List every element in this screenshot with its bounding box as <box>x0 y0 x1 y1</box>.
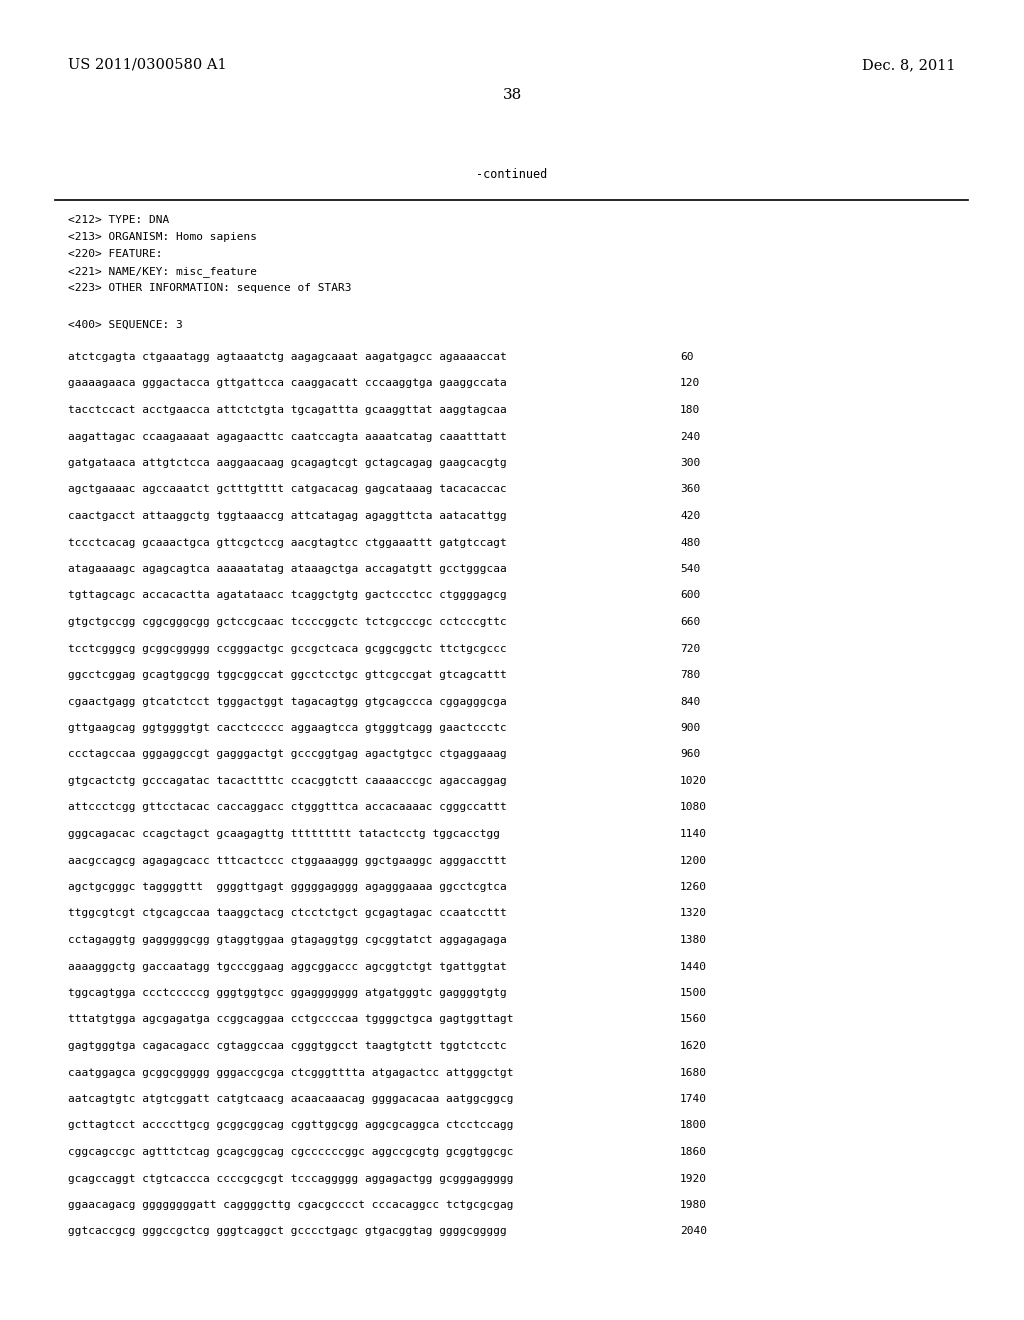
Text: 480: 480 <box>680 537 700 548</box>
Text: cgaactgagg gtcatctcct tgggactggt tagacagtgg gtgcagccca cggagggcga: cgaactgagg gtcatctcct tgggactggt tagacag… <box>68 697 507 706</box>
Text: 1200: 1200 <box>680 855 707 866</box>
Text: ggcctcggag gcagtggcgg tggcggccat ggcctcctgc gttcgccgat gtcagcattt: ggcctcggag gcagtggcgg tggcggccat ggcctcc… <box>68 671 507 680</box>
Text: gcttagtcct accccttgcg gcggcggcag cggttggcgg aggcgcaggca ctcctccagg: gcttagtcct accccttgcg gcggcggcag cggttgg… <box>68 1121 513 1130</box>
Text: caactgacct attaaggctg tggtaaaccg attcatagag agaggttcta aatacattgg: caactgacct attaaggctg tggtaaaccg attcata… <box>68 511 507 521</box>
Text: gttgaagcag ggtggggtgt cacctccccc aggaagtcca gtgggtcagg gaactccctc: gttgaagcag ggtggggtgt cacctccccc aggaagt… <box>68 723 507 733</box>
Text: gggcagacac ccagctagct gcaagagttg ttttttttt tatactcctg tggcacctgg: gggcagacac ccagctagct gcaagagttg ttttttt… <box>68 829 500 840</box>
Text: 1620: 1620 <box>680 1041 707 1051</box>
Text: aatcagtgtc atgtcggatt catgtcaacg acaacaaacag ggggacacaa aatggcggcg: aatcagtgtc atgtcggatt catgtcaacg acaacaa… <box>68 1094 513 1104</box>
Text: 120: 120 <box>680 379 700 388</box>
Text: 600: 600 <box>680 590 700 601</box>
Text: 780: 780 <box>680 671 700 680</box>
Text: gcagccaggt ctgtcaccca ccccgcgcgt tcccaggggg aggagactgg gcgggaggggg: gcagccaggt ctgtcaccca ccccgcgcgt tcccagg… <box>68 1173 513 1184</box>
Text: 1800: 1800 <box>680 1121 707 1130</box>
Text: tacctccact acctgaacca attctctgta tgcagattta gcaaggttat aaggtagcaa: tacctccact acctgaacca attctctgta tgcagat… <box>68 405 507 414</box>
Text: cggcagccgc agtttctcag gcagcggcag cgccccccggc aggccgcgtg gcggtggcgc: cggcagccgc agtttctcag gcagcggcag cgccccc… <box>68 1147 513 1158</box>
Text: 1980: 1980 <box>680 1200 707 1210</box>
Text: 2040: 2040 <box>680 1226 707 1237</box>
Text: caatggagca gcggcggggg gggaccgcga ctcgggtttta atgagactcc attgggctgt: caatggagca gcggcggggg gggaccgcga ctcgggt… <box>68 1068 513 1077</box>
Text: 1260: 1260 <box>680 882 707 892</box>
Text: 840: 840 <box>680 697 700 706</box>
Text: 1860: 1860 <box>680 1147 707 1158</box>
Text: ggtcaccgcg gggccgctcg gggtcaggct gcccctgagc gtgacggtag ggggcggggg: ggtcaccgcg gggccgctcg gggtcaggct gcccctg… <box>68 1226 507 1237</box>
Text: <220> FEATURE:: <220> FEATURE: <box>68 249 163 259</box>
Text: 300: 300 <box>680 458 700 469</box>
Text: 1740: 1740 <box>680 1094 707 1104</box>
Text: <213> ORGANISM: Homo sapiens: <213> ORGANISM: Homo sapiens <box>68 232 257 242</box>
Text: US 2011/0300580 A1: US 2011/0300580 A1 <box>68 58 226 73</box>
Text: 1020: 1020 <box>680 776 707 785</box>
Text: 1140: 1140 <box>680 829 707 840</box>
Text: atagaaaagc agagcagtca aaaaatatag ataaagctga accagatgtt gcctgggcaa: atagaaaagc agagcagtca aaaaatatag ataaagc… <box>68 564 507 574</box>
Text: <400> SEQUENCE: 3: <400> SEQUENCE: 3 <box>68 319 182 330</box>
Text: 1320: 1320 <box>680 908 707 919</box>
Text: 420: 420 <box>680 511 700 521</box>
Text: gaaaagaaca gggactacca gttgattcca caaggacatt cccaaggtga gaaggccata: gaaaagaaca gggactacca gttgattcca caaggac… <box>68 379 507 388</box>
Text: 38: 38 <box>503 88 521 102</box>
Text: 720: 720 <box>680 644 700 653</box>
Text: <212> TYPE: DNA: <212> TYPE: DNA <box>68 215 169 224</box>
Text: aagattagac ccaagaaaat agagaacttc caatccagta aaaatcatag caaatttatt: aagattagac ccaagaaaat agagaacttc caatcca… <box>68 432 507 441</box>
Text: agctgaaaac agccaaatct gctttgtttt catgacacag gagcataaag tacacaccac: agctgaaaac agccaaatct gctttgtttt catgaca… <box>68 484 507 495</box>
Text: 360: 360 <box>680 484 700 495</box>
Text: Dec. 8, 2011: Dec. 8, 2011 <box>862 58 956 73</box>
Text: tgttagcagc accacactta agatataacc tcaggctgtg gactccctcc ctggggagcg: tgttagcagc accacactta agatataacc tcaggct… <box>68 590 507 601</box>
Text: ttggcgtcgt ctgcagccaa taaggctacg ctcctctgct gcgagtagac ccaatccttt: ttggcgtcgt ctgcagccaa taaggctacg ctcctct… <box>68 908 507 919</box>
Text: <221> NAME/KEY: misc_feature: <221> NAME/KEY: misc_feature <box>68 267 257 277</box>
Text: gtgctgccgg cggcgggcgg gctccgcaac tccccggctc tctcgcccgc cctcccgttc: gtgctgccgg cggcgggcgg gctccgcaac tccccgg… <box>68 616 507 627</box>
Text: tggcagtgga ccctcccccg gggtggtgcc ggaggggggg atgatgggtc gaggggtgtg: tggcagtgga ccctcccccg gggtggtgcc ggagggg… <box>68 987 507 998</box>
Text: gagtgggtga cagacagacc cgtaggccaa cgggtggcct taagtgtctt tggtctcctc: gagtgggtga cagacagacc cgtaggccaa cgggtgg… <box>68 1041 507 1051</box>
Text: 240: 240 <box>680 432 700 441</box>
Text: agctgcgggc taggggttt  ggggttgagt gggggagggg agagggaaaa ggcctcgtca: agctgcgggc taggggttt ggggttgagt gggggagg… <box>68 882 507 892</box>
Text: gatgataaca attgtctcca aaggaacaag gcagagtcgt gctagcagag gaagcacgtg: gatgataaca attgtctcca aaggaacaag gcagagt… <box>68 458 507 469</box>
Text: 1080: 1080 <box>680 803 707 813</box>
Text: -continued: -continued <box>476 168 548 181</box>
Text: 1440: 1440 <box>680 961 707 972</box>
Text: 60: 60 <box>680 352 693 362</box>
Text: 1500: 1500 <box>680 987 707 998</box>
Text: tttatgtgga agcgagatga ccggcaggaa cctgccccaa tggggctgca gagtggttagt: tttatgtgga agcgagatga ccggcaggaa cctgccc… <box>68 1015 513 1024</box>
Text: 660: 660 <box>680 616 700 627</box>
Text: 900: 900 <box>680 723 700 733</box>
Text: gtgcactctg gcccagatac tacacttttc ccacggtctt caaaacccgc agaccaggag: gtgcactctg gcccagatac tacacttttc ccacggt… <box>68 776 507 785</box>
Text: 180: 180 <box>680 405 700 414</box>
Text: 1680: 1680 <box>680 1068 707 1077</box>
Text: 540: 540 <box>680 564 700 574</box>
Text: aaaagggctg gaccaatagg tgcccggaag aggcggaccc agcggtctgt tgattggtat: aaaagggctg gaccaatagg tgcccggaag aggcgga… <box>68 961 507 972</box>
Text: tccctcacag gcaaactgca gttcgctccg aacgtagtcc ctggaaattt gatgtccagt: tccctcacag gcaaactgca gttcgctccg aacgtag… <box>68 537 507 548</box>
Text: attccctcgg gttcctacac caccaggacc ctgggtttca accacaaaac cgggccattt: attccctcgg gttcctacac caccaggacc ctgggtt… <box>68 803 507 813</box>
Text: ggaacagacg ggggggggatt caggggcttg cgacgcccct cccacaggcc tctgcgcgag: ggaacagacg ggggggggatt caggggcttg cgacgc… <box>68 1200 513 1210</box>
Text: 960: 960 <box>680 750 700 759</box>
Text: tcctcgggcg gcggcggggg ccgggactgc gccgctcaca gcggcggctc ttctgcgccc: tcctcgggcg gcggcggggg ccgggactgc gccgctc… <box>68 644 507 653</box>
Text: ccctagccaa gggaggccgt gagggactgt gcccggtgag agactgtgcc ctgaggaaag: ccctagccaa gggaggccgt gagggactgt gcccggt… <box>68 750 507 759</box>
Text: aacgccagcg agagagcacc tttcactccc ctggaaaggg ggctgaaggc agggaccttt: aacgccagcg agagagcacc tttcactccc ctggaaa… <box>68 855 507 866</box>
Text: 1920: 1920 <box>680 1173 707 1184</box>
Text: cctagaggtg gagggggcgg gtaggtggaa gtagaggtgg cgcggtatct aggagagaga: cctagaggtg gagggggcgg gtaggtggaa gtagagg… <box>68 935 507 945</box>
Text: 1380: 1380 <box>680 935 707 945</box>
Text: 1560: 1560 <box>680 1015 707 1024</box>
Text: atctcgagta ctgaaatagg agtaaatctg aagagcaaat aagatgagcc agaaaaccat: atctcgagta ctgaaatagg agtaaatctg aagagca… <box>68 352 507 362</box>
Text: <223> OTHER INFORMATION: sequence of STAR3: <223> OTHER INFORMATION: sequence of STA… <box>68 282 351 293</box>
